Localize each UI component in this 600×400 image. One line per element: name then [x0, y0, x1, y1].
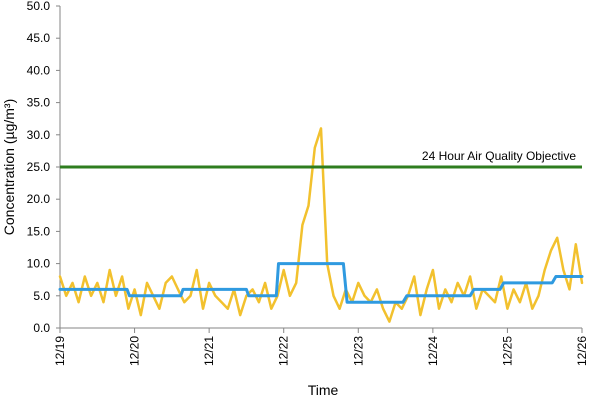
y-tick-label: 35.0: [27, 96, 51, 110]
x-tick-label: 12/21: [202, 336, 216, 366]
y-tick-label: 0.0: [33, 321, 50, 335]
objective: 24 Hour Air Quality Objective: [60, 149, 582, 169]
y-tick-label: 5.0: [33, 289, 50, 303]
y-tick-label: 50.0: [27, 0, 51, 13]
y-tick-label: 20.0: [27, 192, 51, 206]
y-tick-label: 10.0: [27, 257, 51, 271]
series: [58, 127, 584, 323]
x-tick-label: 12/20: [128, 336, 142, 366]
y-tick-label: 30.0: [27, 128, 51, 142]
x-ticks: 12/19 12/20 12/21 12/22 12/23 12/24 12/25 12/26: [53, 328, 589, 366]
y-tick-label: 40.0: [27, 63, 51, 77]
x-tick-label: 12/22: [277, 336, 291, 366]
x-tick-label: 12/25: [500, 336, 514, 366]
y-axis-title: Concentration (µg/m³): [1, 99, 17, 235]
y-tick-label: 45.0: [27, 31, 51, 45]
y-ticks: 0.0 5.0 10.0 15.0 20.0 25.0 30.0 35.0 40.0 45.0 50…: [27, 0, 60, 335]
x-tick-label: 12/26: [575, 336, 589, 366]
objective-label: 24 Hour Air Quality Objective: [422, 149, 576, 163]
y-tick-label: 15.0: [27, 224, 51, 238]
x-tick-label: 12/24: [426, 336, 440, 366]
hourly-series-line: [58, 127, 584, 323]
x-axis-title: Time: [308, 382, 339, 398]
daily-series-line: [58, 262, 584, 304]
y-tick-label: 25.0: [27, 160, 51, 174]
x-tick-label: 12/19: [53, 336, 67, 366]
x-tick-label: 12/23: [351, 336, 365, 366]
